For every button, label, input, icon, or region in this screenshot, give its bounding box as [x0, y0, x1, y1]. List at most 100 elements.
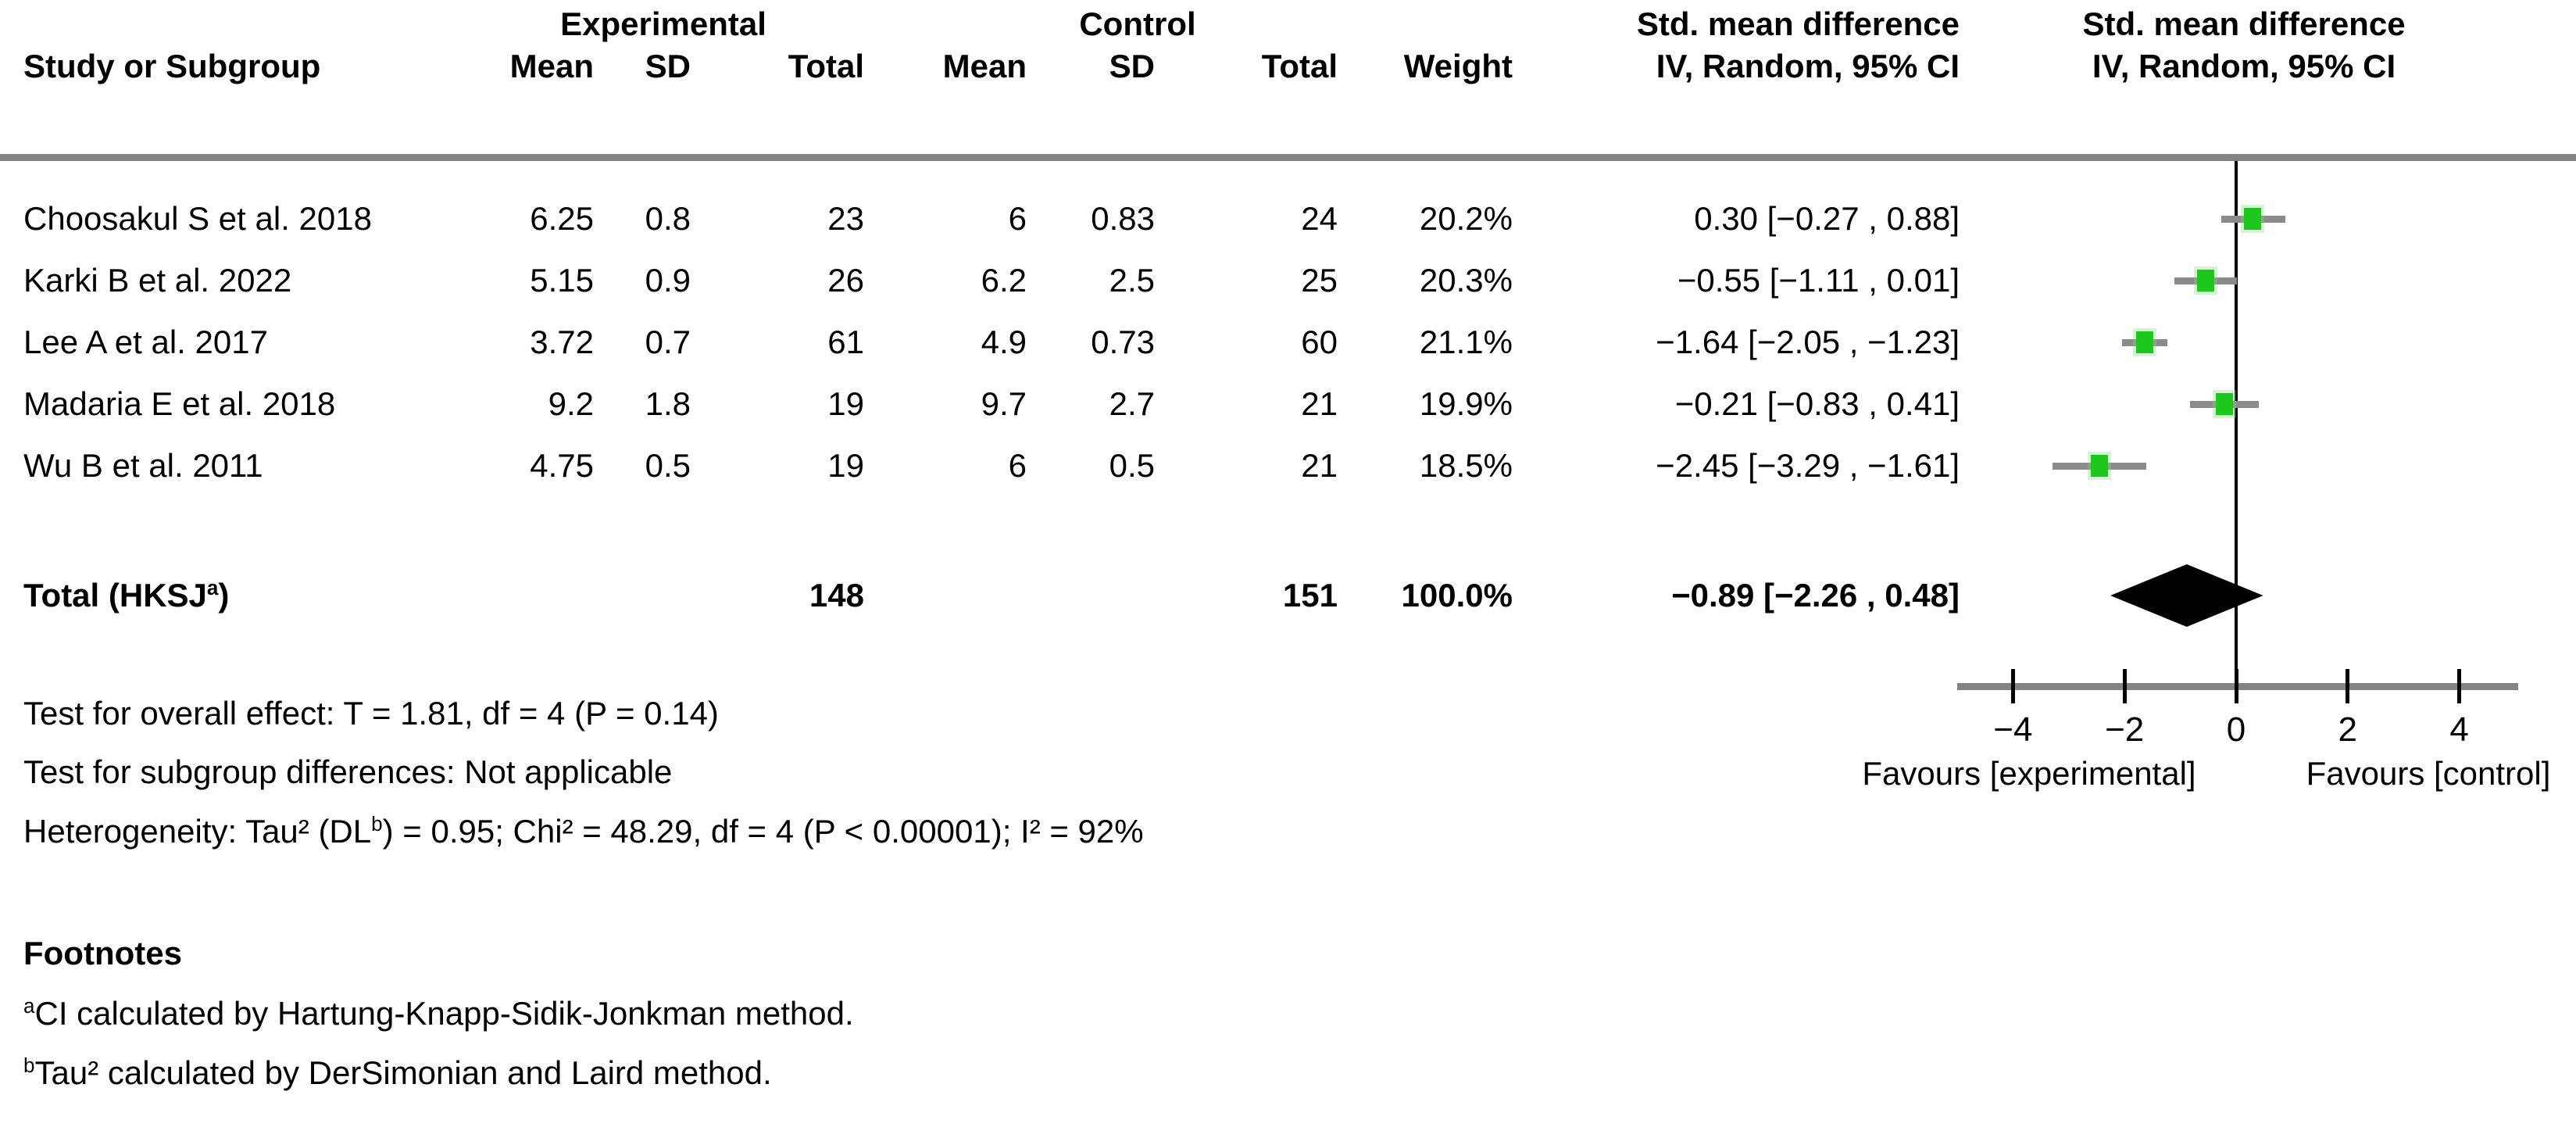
weight-value: 21.1% [1419, 324, 1513, 360]
exp-total-value: 19 [827, 385, 864, 422]
ci-text-value: −1.64 [−2.05 , −1.23] [1656, 324, 1960, 360]
axis-tick [2234, 669, 2238, 703]
exp-sd-value: 0.9 [645, 262, 691, 299]
ctrl-mean-value: 6 [1008, 200, 1027, 237]
study-name: Madaria E et al. 2018 [23, 385, 336, 422]
summary-diamond-shape [2110, 564, 2263, 627]
ctrl-sd-value: 0.73 [1091, 324, 1155, 360]
test-subgroup-differences-line: Test for subgroup differences: Not appli… [23, 753, 673, 790]
ctrl-total-value: 21 [1301, 385, 1338, 422]
header-study-or-subgroup: Study or Subgroup [23, 48, 321, 84]
axis-tick-label: 0 [2226, 710, 2246, 749]
total-ci-text: −0.89 [−2.26 , 0.48] [1671, 577, 1960, 614]
header-ctrl-sd: SD [1109, 48, 1155, 84]
effect-marker [2091, 455, 2109, 477]
footnotes-title: Footnotes [23, 935, 182, 971]
ci-text-value: −2.45 [−3.29 , −1.61] [1656, 447, 1960, 484]
study-name: Karki B et al. 2022 [23, 262, 292, 299]
exp-mean-value: 3.72 [530, 324, 594, 360]
study-name: Choosakul S et al. 2018 [23, 200, 372, 237]
exp-mean-value: 9.2 [548, 385, 594, 422]
footnote-b-text: Tau² calculated by DerSimonian and Laird… [34, 1054, 772, 1091]
exp-sd-value: 0.7 [645, 324, 691, 360]
zero-line [2235, 161, 2238, 669]
study-name: Wu B et al. 2011 [23, 447, 263, 484]
favours-experimental-label: Favours [experimental] [1862, 755, 2196, 792]
exp-mean-value: 6.25 [530, 200, 594, 237]
heterogeneity-prefix: Heterogeneity: Tau² (DL [23, 813, 372, 850]
exp-sd-value: 1.8 [645, 385, 691, 422]
weight-value: 19.9% [1419, 385, 1513, 422]
weight-value: 20.2% [1419, 200, 1513, 237]
footnote-b: bTau² calculated by DerSimonian and Lair… [23, 1054, 772, 1092]
axis-tick-label: −2 [2105, 710, 2145, 749]
study-name: Lee A et al. 2017 [23, 324, 268, 360]
weight-value: 20.3% [1419, 262, 1513, 299]
header-weight: Weight [1403, 48, 1513, 84]
ctrl-mean-value: 9.7 [981, 385, 1027, 422]
header-iv-random-plot-column: IV, Random, 95% CI [2092, 48, 2396, 84]
ctrl-total-value: 60 [1301, 324, 1338, 360]
heterogeneity-suffix: ) = 0.95; Chi² = 48.29, df = 4 (P < 0.00… [382, 813, 1144, 850]
footnote-a-text: CI calculated by Hartung-Knapp-Sidik-Jon… [34, 995, 854, 1032]
exp-sd-value: 0.8 [645, 200, 691, 237]
axis-tick [2457, 669, 2462, 703]
footnote-a-marker: a [23, 994, 35, 1018]
summary-diamond [2110, 564, 2263, 627]
header-ctrl-total: Total [1261, 48, 1338, 84]
ctrl-total-value: 21 [1301, 447, 1338, 484]
favours-control-label: Favours [control] [2306, 755, 2551, 792]
header-exp-sd: SD [645, 48, 691, 84]
header-exp-mean: Mean [509, 48, 594, 84]
effect-marker [2135, 331, 2153, 353]
header-separator-rule [0, 154, 2576, 161]
footnote-a: aCI calculated by Hartung-Knapp-Sidik-Jo… [23, 995, 854, 1032]
exp-total-value: 61 [827, 324, 864, 360]
total-label-prefix: Total (HKSJ [23, 577, 207, 614]
ctrl-sd-value: 2.5 [1109, 262, 1155, 299]
header-ctrl-mean: Mean [942, 48, 1027, 84]
header-group-experimental: Experimental [560, 5, 766, 42]
ctrl-sd-value: 2.7 [1109, 385, 1155, 422]
axis-tick [2010, 669, 2015, 703]
total-row-label: Total (HKSJa) [23, 577, 229, 614]
ctrl-total-value: 25 [1301, 262, 1338, 299]
ctrl-mean-value: 6.2 [981, 262, 1027, 299]
axis-tick-label: 2 [2338, 710, 2358, 749]
axis-tick [2122, 669, 2127, 703]
exp-total-value: 23 [827, 200, 864, 237]
header-smd-text-column: Std. mean difference [1636, 5, 1960, 42]
total-ctrl-n: 151 [1282, 577, 1338, 614]
axis-tick [2346, 669, 2350, 703]
axis-tick-label: −4 [1993, 710, 2033, 749]
ctrl-sd-value: 0.5 [1109, 447, 1155, 484]
header-group-control: Control [1079, 5, 1196, 42]
exp-mean-value: 4.75 [530, 447, 594, 484]
total-label-footnote-marker: a [206, 576, 219, 599]
effect-marker [2216, 393, 2233, 415]
total-weight: 100.0% [1401, 577, 1513, 614]
ctrl-total-value: 24 [1301, 200, 1338, 237]
ctrl-sd-value: 0.83 [1091, 200, 1155, 237]
total-label-suffix: ) [218, 577, 230, 614]
header-exp-total: Total [788, 48, 864, 84]
ctrl-mean-value: 6 [1008, 447, 1027, 484]
footnote-b-marker: b [23, 1054, 35, 1077]
weight-value: 18.5% [1419, 447, 1513, 484]
axis-tick-label: 4 [2449, 710, 2469, 749]
test-overall-effect-line: Test for overall effect: T = 1.81, df = … [23, 695, 719, 732]
total-exp-n: 148 [809, 577, 864, 614]
ci-text-value: −0.55 [−1.11 , 0.01] [1677, 262, 1960, 299]
exp-sd-value: 0.5 [645, 447, 691, 484]
header-iv-random-text-column: IV, Random, 95% CI [1656, 48, 1960, 84]
exp-total-value: 19 [827, 447, 864, 484]
ctrl-mean-value: 4.9 [981, 324, 1027, 360]
effect-marker [2244, 208, 2262, 230]
heterogeneity-line: Heterogeneity: Tau² (DLb) = 0.95; Chi² =… [23, 813, 1144, 850]
effect-marker [2196, 270, 2214, 292]
exp-mean-value: 5.15 [530, 262, 594, 299]
ci-text-value: 0.30 [−0.27 , 0.88] [1694, 200, 1960, 237]
